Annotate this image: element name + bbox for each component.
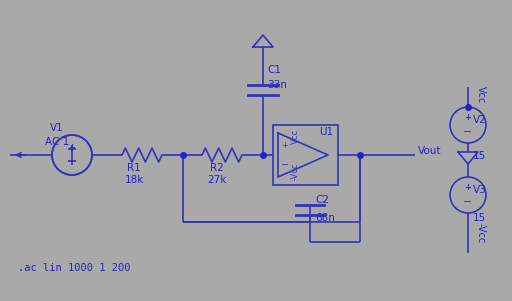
Text: Vcc: Vcc [290,129,300,144]
Text: C1: C1 [267,65,281,75]
Text: -Vcc: -Vcc [476,223,486,243]
Text: Vout: Vout [418,146,441,156]
Text: -Vcc: -Vcc [290,162,300,180]
Text: V3: V3 [473,185,487,195]
Text: −: − [67,157,77,167]
Text: R1: R1 [127,163,141,173]
Text: Vcc: Vcc [476,86,486,104]
Text: 15: 15 [473,213,486,223]
Text: .ac lin 1000 1 200: .ac lin 1000 1 200 [18,263,131,273]
Text: +: + [281,141,288,150]
Text: −: − [463,127,473,137]
Text: 18k: 18k [124,175,144,185]
Text: −: − [463,197,473,207]
Text: V1: V1 [50,123,64,133]
Text: R2: R2 [210,163,224,173]
Text: 68n: 68n [315,213,335,223]
Text: +: + [69,144,75,153]
Text: V2: V2 [473,115,487,125]
Text: C2: C2 [315,195,329,205]
Text: +: + [464,113,472,123]
Bar [273,125,338,185]
Text: AC 1: AC 1 [45,137,69,147]
Text: +: + [464,184,472,193]
Text: U1: U1 [319,127,333,137]
Text: −: − [281,160,289,170]
Text: 15: 15 [473,151,486,161]
Text: 33n: 33n [267,80,287,90]
Text: 27k: 27k [207,175,227,185]
